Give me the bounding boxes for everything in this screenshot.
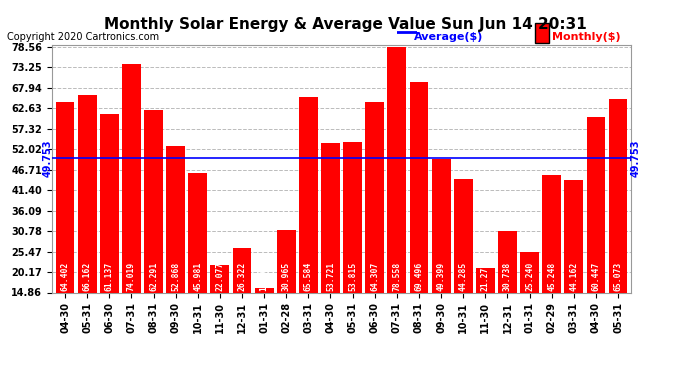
FancyBboxPatch shape — [535, 22, 549, 43]
Text: Copyright 2020 Cartronics.com: Copyright 2020 Cartronics.com — [7, 32, 159, 42]
Bar — [365, 102, 384, 292]
Bar — [498, 231, 517, 292]
Bar — [388, 47, 406, 292]
Bar — [144, 110, 163, 292]
Text: Monthly Solar Energy & Average Value Sun Jun 14 20:31: Monthly Solar Energy & Average Value Sun… — [104, 17, 586, 32]
Text: 44.162: 44.162 — [569, 262, 578, 291]
Bar — [166, 146, 185, 292]
Bar — [56, 102, 75, 292]
Bar — [188, 172, 207, 292]
Text: 45.981: 45.981 — [193, 262, 202, 291]
Text: 25.240: 25.240 — [525, 262, 534, 291]
Text: 64.402: 64.402 — [61, 262, 70, 291]
Text: 65.584: 65.584 — [304, 262, 313, 291]
Bar — [586, 117, 605, 292]
Text: 74.019: 74.019 — [127, 262, 136, 291]
Text: 69.496: 69.496 — [415, 262, 424, 291]
Bar — [277, 230, 295, 292]
Bar — [321, 142, 340, 292]
Bar — [255, 288, 273, 292]
Text: 16.107: 16.107 — [259, 262, 268, 291]
Bar — [609, 99, 627, 292]
Text: 60.447: 60.447 — [591, 262, 600, 291]
Bar — [454, 179, 473, 292]
Text: Monthly($): Monthly($) — [552, 32, 620, 42]
Text: 61.137: 61.137 — [105, 262, 114, 291]
Text: 53.815: 53.815 — [348, 262, 357, 291]
Bar — [299, 97, 318, 292]
Bar — [233, 248, 251, 292]
Bar — [564, 180, 583, 292]
Text: 64.307: 64.307 — [371, 262, 380, 291]
Text: 49.399: 49.399 — [437, 262, 446, 291]
Text: 44.285: 44.285 — [459, 262, 468, 291]
Text: 53.721: 53.721 — [326, 262, 335, 291]
Text: 45.248: 45.248 — [547, 262, 556, 291]
Bar — [122, 64, 141, 292]
Bar — [343, 142, 362, 292]
Text: 26.322: 26.322 — [237, 262, 246, 291]
Bar — [210, 265, 229, 292]
Text: 49.753: 49.753 — [630, 139, 640, 177]
Bar — [476, 268, 495, 292]
Bar — [432, 159, 451, 292]
Text: 30.965: 30.965 — [282, 262, 290, 291]
Text: 22.077: 22.077 — [215, 262, 224, 291]
Bar — [100, 114, 119, 292]
Text: 62.291: 62.291 — [149, 262, 158, 291]
Bar — [410, 82, 428, 292]
Text: 52.868: 52.868 — [171, 262, 180, 291]
Bar — [520, 252, 539, 292]
Bar — [78, 95, 97, 292]
Text: 78.558: 78.558 — [393, 262, 402, 291]
Text: 65.073: 65.073 — [613, 262, 622, 291]
Text: 66.162: 66.162 — [83, 262, 92, 291]
Text: 21.277: 21.277 — [481, 262, 490, 291]
Bar — [542, 176, 561, 292]
Text: Average($): Average($) — [414, 32, 484, 42]
Text: 49.753: 49.753 — [43, 139, 53, 177]
Text: 30.738: 30.738 — [503, 262, 512, 291]
